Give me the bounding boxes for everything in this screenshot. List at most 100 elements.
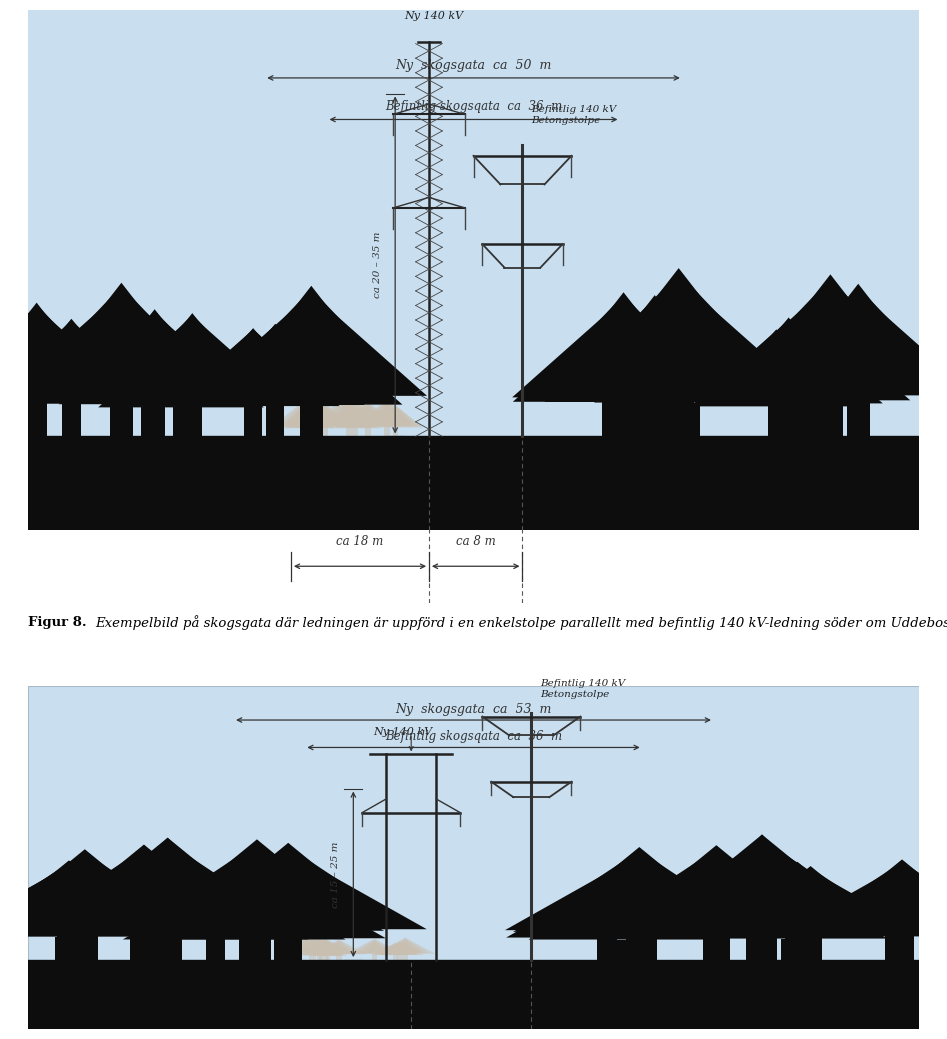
Polygon shape [304, 426, 311, 436]
Polygon shape [779, 403, 798, 436]
Polygon shape [110, 395, 134, 436]
Polygon shape [24, 877, 107, 921]
Polygon shape [290, 409, 330, 428]
Polygon shape [273, 398, 341, 426]
Polygon shape [307, 428, 313, 436]
Polygon shape [834, 874, 947, 925]
Polygon shape [598, 937, 617, 960]
Polygon shape [302, 404, 348, 426]
Polygon shape [548, 887, 692, 935]
Polygon shape [296, 403, 334, 425]
Polygon shape [77, 311, 233, 392]
Polygon shape [97, 310, 212, 383]
Polygon shape [541, 857, 739, 923]
Polygon shape [294, 403, 321, 423]
Polygon shape [603, 314, 682, 378]
Polygon shape [275, 929, 302, 960]
Polygon shape [780, 864, 947, 933]
Polygon shape [244, 406, 261, 436]
Polygon shape [847, 396, 870, 436]
Bar [28, 960, 919, 1029]
Polygon shape [853, 876, 938, 920]
Polygon shape [55, 313, 255, 401]
Polygon shape [559, 292, 688, 375]
Polygon shape [534, 850, 744, 920]
Polygon shape [616, 845, 909, 928]
Polygon shape [29, 286, 213, 382]
Polygon shape [375, 937, 436, 954]
Polygon shape [150, 851, 427, 929]
Polygon shape [9, 849, 161, 912]
Text: Ny 140 kV: Ny 140 kV [373, 727, 432, 737]
Polygon shape [231, 881, 345, 928]
Polygon shape [710, 863, 806, 912]
Polygon shape [178, 888, 253, 927]
Polygon shape [0, 865, 189, 933]
Polygon shape [146, 844, 367, 917]
Polygon shape [853, 860, 947, 911]
Polygon shape [290, 401, 341, 425]
Polygon shape [704, 834, 821, 896]
Polygon shape [167, 329, 340, 406]
Polygon shape [141, 404, 160, 436]
Polygon shape [694, 884, 887, 938]
Polygon shape [249, 883, 327, 924]
Polygon shape [205, 324, 346, 398]
Polygon shape [74, 285, 169, 362]
Polygon shape [377, 943, 414, 955]
Polygon shape [200, 886, 307, 930]
Polygon shape [555, 867, 737, 927]
Polygon shape [278, 938, 297, 960]
Polygon shape [766, 308, 849, 374]
Polygon shape [583, 888, 657, 927]
Polygon shape [304, 944, 338, 955]
Polygon shape [781, 938, 800, 960]
Text: Ny 140 kV: Ny 140 kV [403, 10, 463, 21]
Polygon shape [365, 426, 371, 436]
Polygon shape [0, 856, 217, 931]
Polygon shape [638, 293, 728, 367]
Polygon shape [219, 331, 288, 388]
Polygon shape [217, 888, 291, 927]
Polygon shape [354, 399, 420, 426]
Polygon shape [363, 941, 386, 953]
Polygon shape [319, 956, 323, 960]
Polygon shape [596, 294, 771, 385]
Polygon shape [176, 850, 329, 912]
Polygon shape [707, 284, 947, 393]
Polygon shape [384, 409, 406, 426]
Polygon shape [747, 304, 867, 381]
Polygon shape [279, 406, 333, 428]
Polygon shape [306, 943, 334, 954]
Polygon shape [579, 294, 668, 367]
Polygon shape [361, 400, 413, 425]
Polygon shape [379, 407, 412, 426]
Text: Exempelbild på skogsgata där ledningen är uppförd i en enkelstolpe parallellt me: Exempelbild på skogsgata där ledningen ä… [95, 615, 947, 631]
Polygon shape [375, 941, 424, 955]
Polygon shape [571, 297, 795, 397]
Polygon shape [0, 305, 79, 373]
Polygon shape [627, 932, 652, 960]
Polygon shape [116, 334, 245, 401]
Polygon shape [200, 851, 305, 905]
Text: Ny  skogsgata  ca  53  m: Ny skogsgata ca 53 m [395, 703, 552, 716]
Polygon shape [172, 407, 189, 436]
Polygon shape [813, 875, 947, 930]
Polygon shape [397, 955, 402, 960]
Polygon shape [110, 837, 225, 898]
Polygon shape [626, 930, 652, 960]
Polygon shape [567, 886, 674, 930]
Polygon shape [295, 403, 355, 427]
Polygon shape [123, 887, 308, 939]
Polygon shape [382, 944, 409, 955]
Polygon shape [313, 407, 337, 425]
Polygon shape [567, 880, 648, 923]
Polygon shape [53, 283, 189, 371]
Polygon shape [276, 325, 348, 384]
Polygon shape [666, 392, 691, 436]
Polygon shape [742, 332, 811, 389]
Polygon shape [150, 853, 355, 921]
Polygon shape [610, 849, 823, 920]
Polygon shape [303, 428, 309, 436]
Polygon shape [295, 410, 317, 426]
